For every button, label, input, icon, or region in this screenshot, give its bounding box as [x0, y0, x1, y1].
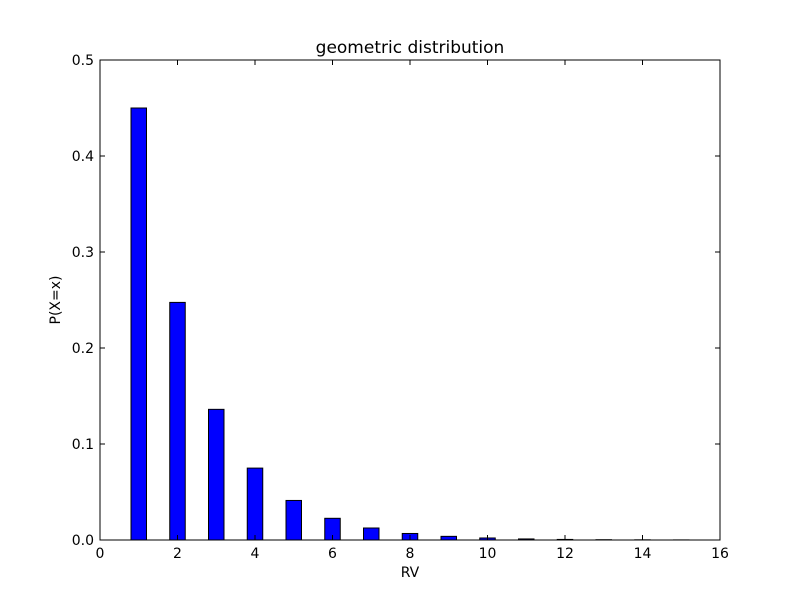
x-tick-label: 6 — [328, 546, 337, 562]
x-tick-label: 10 — [479, 546, 497, 562]
x-tick-label: 12 — [556, 546, 574, 562]
x-tick-label: 4 — [251, 546, 260, 562]
y-tick-label: 0.1 — [72, 437, 94, 453]
bars — [130, 107, 690, 541]
bar-1 — [130, 107, 147, 541]
ticks: 0 2 4 6 8 10 12 14 16 0.0 0.1 0.2 0.3 0.4 0.5 — [72, 53, 729, 562]
bar-7 — [363, 527, 380, 541]
x-tick-label: 14 — [634, 546, 652, 562]
bar-3 — [208, 408, 225, 541]
x-tick-label: 16 — [711, 546, 729, 562]
x-tick-label: 2 — [173, 546, 182, 562]
chart-title: geometric distribution — [316, 38, 505, 58]
bar-9 — [440, 535, 457, 541]
bar-2 — [169, 301, 186, 541]
y-tick-label: 0.4 — [72, 149, 94, 165]
x-axis-label: RV — [401, 565, 420, 581]
y-tick-label: 0.3 — [72, 245, 94, 261]
bar-5 — [285, 499, 302, 541]
x-tick-label: 0 — [96, 546, 105, 562]
x-tick-label: 8 — [406, 546, 415, 562]
y-tick-label: 0.2 — [72, 341, 94, 357]
y-axis-label: P(X=x) — [48, 276, 64, 325]
plot-frame — [99, 59, 721, 541]
bar-4 — [246, 467, 264, 541]
y-tick-label: 0.0 — [72, 533, 94, 549]
y-tick-label: 0.5 — [72, 53, 94, 69]
